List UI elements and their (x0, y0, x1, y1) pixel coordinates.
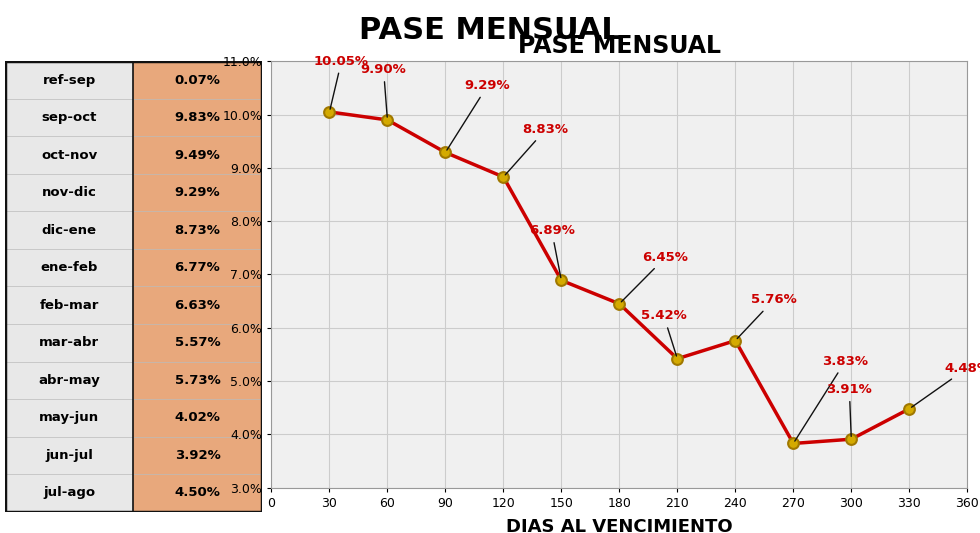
Text: jun-jul: jun-jul (45, 449, 93, 462)
Text: 6.77%: 6.77% (174, 261, 220, 274)
Point (902, 405, 917, 413)
Text: 4.02%: 4.02% (174, 411, 220, 424)
Text: 4.50%: 4.50% (174, 487, 220, 499)
Text: 6.45%: 6.45% (621, 251, 688, 302)
Bar (133, 287, 262, 324)
Text: 4.48%: 4.48% (911, 362, 980, 407)
Text: 5.42%: 5.42% (641, 310, 687, 356)
Text: nov-dic: nov-dic (42, 186, 96, 199)
Bar (5, 287, 133, 324)
Point (669, 354, 685, 363)
Text: jul-ago: jul-ago (43, 487, 95, 499)
Text: 9.29%: 9.29% (174, 186, 220, 199)
Bar (133, 61, 262, 99)
Text: ene-feb: ene-feb (40, 261, 98, 274)
Point (727, 336, 743, 345)
Text: 3.92%: 3.92% (174, 449, 220, 462)
Text: sep-oct: sep-oct (41, 111, 97, 124)
Text: ref-sep: ref-sep (42, 74, 96, 86)
Bar (5, 474, 133, 512)
Point (437, 148, 453, 157)
Point (379, 116, 395, 124)
Text: 5.76%: 5.76% (737, 294, 797, 338)
Text: 10.05%: 10.05% (314, 55, 369, 109)
Text: PASE MENSUAL: PASE MENSUAL (359, 16, 621, 45)
Bar (5, 324, 133, 361)
Bar (133, 249, 262, 287)
Text: dic-ene: dic-ene (41, 224, 97, 237)
Bar (5, 399, 133, 437)
Text: 5.73%: 5.73% (174, 374, 220, 387)
Text: 5.57%: 5.57% (174, 336, 220, 349)
Bar (5, 249, 133, 287)
Bar (133, 99, 262, 136)
Text: 9.83%: 9.83% (174, 111, 220, 124)
Text: 9.90%: 9.90% (361, 63, 407, 117)
Title: PASE MENSUAL: PASE MENSUAL (517, 34, 721, 58)
Bar (133, 474, 262, 512)
Bar (5, 437, 133, 474)
Bar (133, 361, 262, 399)
Bar (5, 61, 133, 99)
Bar (5, 212, 133, 249)
Point (612, 300, 627, 308)
Point (496, 173, 512, 181)
Text: 3.91%: 3.91% (826, 383, 872, 437)
Text: may-jun: may-jun (39, 411, 99, 424)
Text: 6.63%: 6.63% (174, 299, 220, 312)
Bar (133, 437, 262, 474)
Point (844, 435, 859, 443)
Point (321, 108, 337, 116)
Text: oct-nov: oct-nov (41, 149, 97, 161)
Bar (5, 361, 133, 399)
Text: 9.29%: 9.29% (447, 79, 511, 150)
Text: 3.83%: 3.83% (795, 355, 868, 441)
Bar (5, 99, 133, 136)
Bar (133, 399, 262, 437)
Text: abr-may: abr-may (38, 374, 100, 387)
X-axis label: DIAS AL VENCIMIENTO: DIAS AL VENCIMIENTO (506, 518, 733, 533)
Bar (5, 174, 133, 212)
Bar (133, 136, 262, 174)
Text: 8.73%: 8.73% (174, 224, 220, 237)
Text: feb-mar: feb-mar (39, 299, 99, 312)
Text: 8.83%: 8.83% (506, 123, 568, 175)
Point (554, 276, 569, 285)
Bar (133, 212, 262, 249)
Text: mar-abr: mar-abr (39, 336, 99, 349)
Text: 9.49%: 9.49% (174, 149, 220, 161)
Bar (133, 324, 262, 361)
Bar (5, 136, 133, 174)
Text: 0.07%: 0.07% (174, 74, 220, 86)
Text: 6.89%: 6.89% (529, 224, 574, 278)
Bar (133, 174, 262, 212)
Point (786, 439, 802, 448)
